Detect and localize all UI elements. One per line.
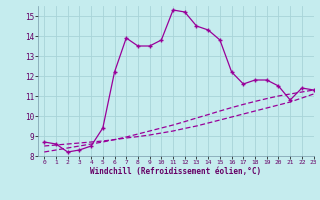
X-axis label: Windchill (Refroidissement éolien,°C): Windchill (Refroidissement éolien,°C) [91, 167, 261, 176]
